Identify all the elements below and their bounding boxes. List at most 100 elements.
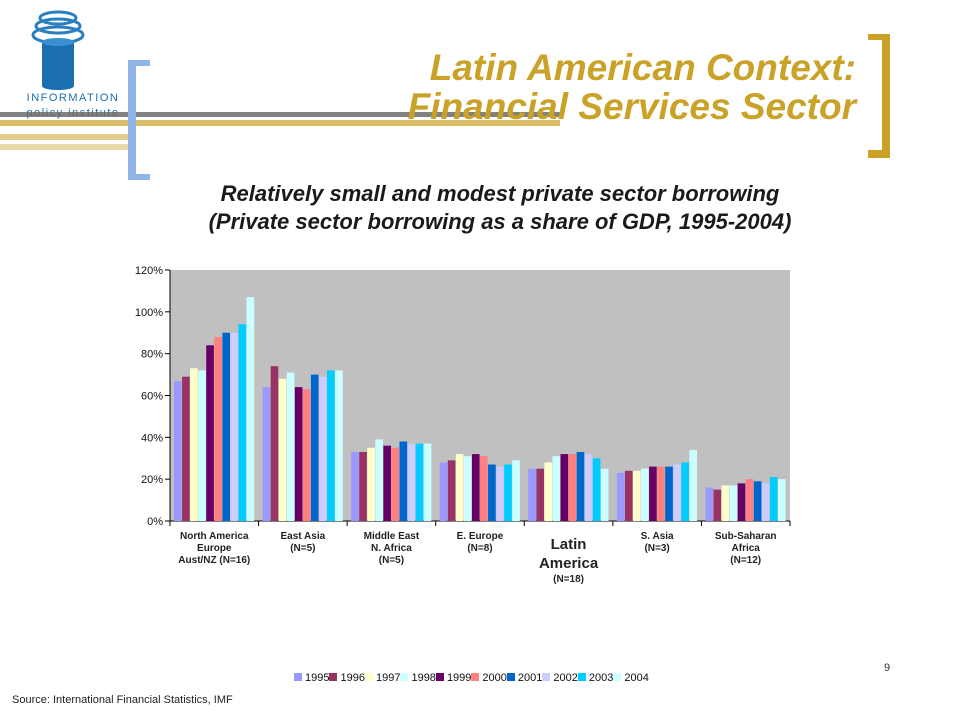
bar-2001-1 xyxy=(310,374,319,521)
source-note: Source: International Financial Statisti… xyxy=(12,694,233,706)
legend-label: 1998 xyxy=(411,672,436,684)
bar-2003-2 xyxy=(415,443,424,521)
bar-2003-4 xyxy=(592,458,601,521)
y-tick-label: 0% xyxy=(147,516,163,528)
subtitle-line-1: Relatively small and modest private sect… xyxy=(220,181,780,206)
legend-swatch xyxy=(613,673,622,681)
legend-label: 2002 xyxy=(553,672,578,684)
legend-item: 1999 xyxy=(435,672,471,684)
bar-2000-2 xyxy=(391,447,400,521)
bar-2000-0 xyxy=(214,336,222,521)
bar-1998-6 xyxy=(729,485,738,521)
bar-2000-6 xyxy=(745,479,754,521)
category-label: E. Europe (N=8) xyxy=(430,531,531,555)
slide-title: Latin American Context: Financial Servic… xyxy=(230,48,856,126)
legend-item: 2003 xyxy=(577,672,613,684)
bar-2001-5 xyxy=(665,466,673,521)
bar-2004-0 xyxy=(246,297,255,521)
bar-1996-6 xyxy=(713,489,722,521)
bar-1997-4 xyxy=(544,462,553,521)
legend-label: 1997 xyxy=(375,672,401,684)
bar-1997-2 xyxy=(367,447,375,521)
bar-2002-3 xyxy=(496,466,504,521)
bar-2003-5 xyxy=(681,462,689,521)
bar-1998-5 xyxy=(641,468,649,521)
bar-2002-5 xyxy=(673,464,681,521)
title-line-1: Latin American Context: xyxy=(429,47,856,88)
bar-1999-0 xyxy=(206,345,214,521)
bar-2000-5 xyxy=(657,466,665,521)
bar-1995-1 xyxy=(262,387,271,521)
bar-1997-0 xyxy=(190,368,198,521)
bar-1998-0 xyxy=(198,370,206,521)
category-label-text: S. Asia (N=3) xyxy=(640,531,674,554)
bar-2003-1 xyxy=(327,370,335,521)
bar-1998-4 xyxy=(552,456,561,521)
bar-2002-4 xyxy=(584,454,593,521)
legend-swatch xyxy=(435,673,444,681)
category-label: Middle East N. Africa (N=5) xyxy=(341,531,442,567)
bar-2003-6 xyxy=(769,477,778,521)
legend-label: 2001 xyxy=(517,672,543,684)
bar-2001-6 xyxy=(753,481,762,521)
header-decorative-lines xyxy=(0,112,560,150)
subtitle-line-2: (Private sector borrowing as a share of … xyxy=(208,209,792,234)
bar-1996-3 xyxy=(447,460,456,521)
bar-2004-5 xyxy=(689,449,698,521)
legend-swatch xyxy=(506,673,515,681)
category-label-text: E. Europe (N=8) xyxy=(456,531,504,554)
bar-1995-6 xyxy=(705,487,714,521)
bar-2000-4 xyxy=(568,454,577,521)
bar-1995-0 xyxy=(174,380,182,521)
bar-2002-0 xyxy=(230,332,239,521)
bar-1995-4 xyxy=(528,468,536,521)
bar-2004-2 xyxy=(423,443,432,521)
category-label: Latin America (N=18) xyxy=(518,535,619,587)
bar-1997-3 xyxy=(455,454,464,521)
legend-label: 1995 xyxy=(305,672,330,684)
legend-item: 2004 xyxy=(613,672,649,684)
bar-1999-2 xyxy=(383,445,392,521)
bar-1998-3 xyxy=(463,456,472,521)
bar-2002-1 xyxy=(318,376,327,521)
left-bracket-decoration xyxy=(128,60,150,180)
chart-legend: 1995 1996 1997 1998 1999 2000 2001 2002 2003 2004 xyxy=(294,672,710,686)
bar-1996-4 xyxy=(536,468,544,521)
legend-item: 1998 xyxy=(400,672,436,684)
page-number: 9 xyxy=(884,662,891,674)
legend-swatch xyxy=(400,673,409,681)
legend-swatch xyxy=(542,673,551,681)
bar-1995-3 xyxy=(439,462,448,521)
bar-1999-4 xyxy=(560,454,569,521)
bar-2003-0 xyxy=(238,324,247,521)
legend-swatch xyxy=(471,673,480,681)
legend-item: 1996 xyxy=(329,672,365,684)
bar-2003-3 xyxy=(504,464,512,521)
category-label-text: East Asia (N=5) xyxy=(280,531,326,554)
y-tick-label: 100% xyxy=(135,307,163,319)
bar-2002-6 xyxy=(761,483,770,521)
bar-2004-3 xyxy=(512,460,520,521)
category-label-text: Middle East N. Africa (N=5) xyxy=(363,531,420,566)
bar-2004-6 xyxy=(777,479,786,521)
bar-1997-1 xyxy=(278,378,287,521)
bar-1995-2 xyxy=(351,451,359,521)
bar-1998-2 xyxy=(375,439,383,521)
legend-label: 1996 xyxy=(340,672,365,684)
bar-2001-2 xyxy=(399,441,408,521)
bar-1996-2 xyxy=(359,451,367,521)
legend-label: 2000 xyxy=(482,672,507,684)
category-note: (N=18) xyxy=(553,574,584,585)
legend-item: 1997 xyxy=(364,672,401,684)
legend-swatch xyxy=(577,673,586,681)
bar-1996-1 xyxy=(270,366,279,521)
right-bracket-decoration xyxy=(868,34,890,158)
legend-item: 2001 xyxy=(506,672,543,684)
y-tick-label: 20% xyxy=(141,474,163,486)
legend-swatch xyxy=(329,673,338,681)
bar-2000-3 xyxy=(480,456,488,521)
y-tick-label: 120% xyxy=(135,265,163,277)
legend-item: 2000 xyxy=(471,672,507,684)
legend-item: 1995 xyxy=(294,672,329,684)
